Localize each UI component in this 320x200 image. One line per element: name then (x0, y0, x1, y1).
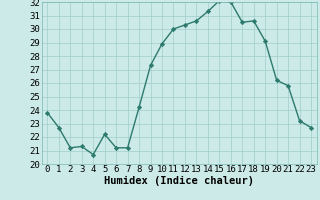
X-axis label: Humidex (Indice chaleur): Humidex (Indice chaleur) (104, 176, 254, 186)
